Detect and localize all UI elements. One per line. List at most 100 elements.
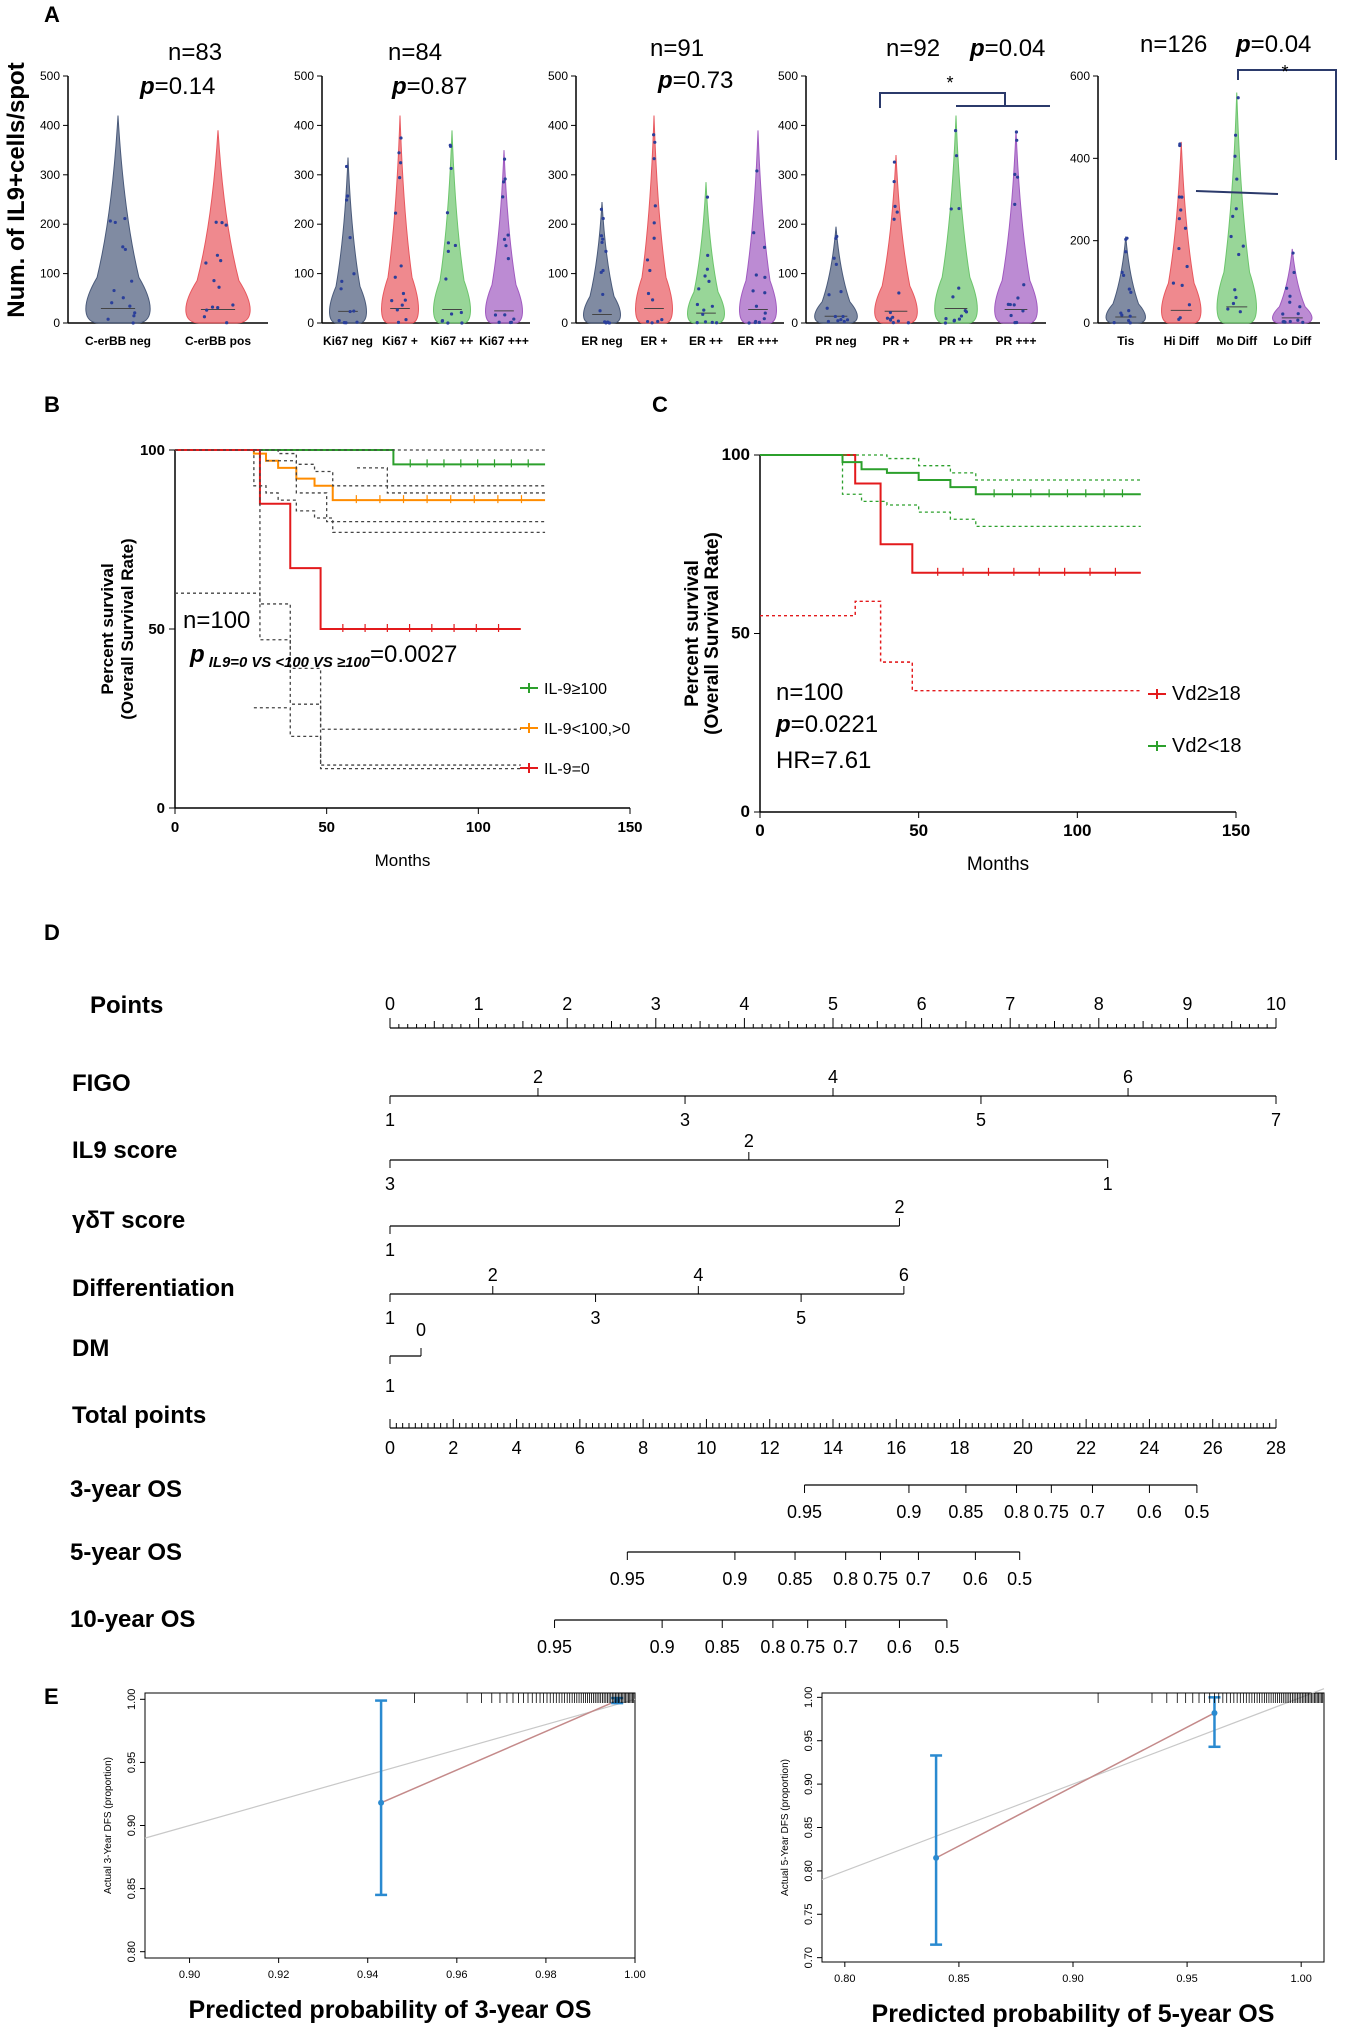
y-axis-title: Actual 3-Year DFS (proportion) <box>103 1757 114 1894</box>
data-dot <box>400 303 404 307</box>
ideal-line <box>144 1698 636 1839</box>
y-tick-label: 500 <box>778 69 798 83</box>
os-tick-label: 0.7 <box>906 1569 931 1589</box>
data-dot <box>1129 290 1133 294</box>
violin-Hi Diff <box>1161 141 1202 324</box>
p-value: p=0.73 <box>657 67 733 94</box>
y-tick-label: 200 <box>548 217 568 231</box>
x-tick-label: 150 <box>1222 821 1250 840</box>
data-dot <box>355 320 359 324</box>
data-dot <box>650 298 655 302</box>
data-dot <box>599 270 603 274</box>
data-dot <box>839 318 843 322</box>
covariate-tick-label: 5 <box>796 1308 806 1328</box>
y-tick-label: 0 <box>307 316 314 330</box>
os-tick-label: 0.6 <box>1137 1502 1162 1522</box>
covariate-tick-label: 1 <box>385 1110 395 1130</box>
data-dot <box>695 321 699 325</box>
panel-label-e: E <box>44 1684 59 1709</box>
total-tick-label: 24 <box>1139 1438 1159 1458</box>
y-tick-label: 400 <box>1070 151 1090 165</box>
data-dot <box>512 317 516 321</box>
data-dot <box>755 169 759 173</box>
data-dot <box>1127 287 1131 291</box>
data-dot <box>896 319 900 323</box>
covariate-tick-label: 4 <box>693 1265 703 1285</box>
x-tick-label: ER + <box>640 334 667 348</box>
data-dot <box>888 310 892 315</box>
data-dot <box>395 308 399 312</box>
data-dot <box>399 136 403 140</box>
data-dot <box>393 275 397 279</box>
data-dot <box>1237 252 1241 257</box>
violin-C-erBB neg <box>85 115 151 324</box>
plot-frame <box>821 1692 1325 1963</box>
data-dot <box>1229 234 1233 239</box>
y-axis-title-1: Percent survival <box>98 563 117 694</box>
violin-PR neg <box>814 226 858 324</box>
y-tick-label: 0.95 <box>803 1730 815 1751</box>
ci-band <box>760 600 1141 692</box>
data-dot <box>1283 320 1287 324</box>
data-dot <box>1292 270 1296 275</box>
x-axis-title: Months <box>375 851 431 870</box>
ci-band <box>760 454 1141 528</box>
data-dot <box>1012 303 1016 307</box>
violin-ER + <box>635 115 673 324</box>
total-tick-label: 0 <box>385 1438 395 1458</box>
covariate-tick-label: 2 <box>488 1265 498 1285</box>
data-dot <box>225 321 229 325</box>
data-dot <box>943 321 948 325</box>
p-value: p=0.04 <box>969 35 1045 62</box>
x-tick-label: 1.00 <box>624 1969 645 1981</box>
y-tick-label: 0.95 <box>126 1752 138 1773</box>
y-tick-label: 0.90 <box>803 1773 815 1794</box>
data-dot <box>897 291 901 295</box>
y-tick-label: 1.00 <box>126 1689 138 1710</box>
covariate-tick-label: 2 <box>894 1197 904 1217</box>
data-dot <box>1285 286 1289 290</box>
data-dot <box>1177 246 1181 251</box>
x-tick-label: 0.80 <box>834 1973 855 1985</box>
x-tick-label: 0.98 <box>535 1969 556 1981</box>
x-tick-label: 1.00 <box>1290 1973 1311 1985</box>
data-dot <box>839 290 843 294</box>
data-dot <box>1298 305 1302 309</box>
x-tick-label: 0 <box>755 821 764 840</box>
data-dot <box>502 180 506 184</box>
violin-C-erBB pos <box>185 130 251 324</box>
data-dot <box>833 314 837 319</box>
data-dot <box>1015 175 1020 179</box>
data-dot <box>1281 312 1285 316</box>
violin-panel-2: 0 100 200 300 400 500 Ki67 neg Ki67 + Ki67 ++ Ki6… <box>294 39 530 348</box>
data-dot <box>1233 154 1237 158</box>
panel-b-km: 0 50 100 150 0 50 100 Months Percent survival (Ov… <box>98 442 643 870</box>
panel-label-d: D <box>44 920 60 945</box>
data-dot <box>885 316 890 320</box>
data-dot <box>827 293 831 297</box>
y-tick-label: 0.85 <box>803 1817 815 1838</box>
violin-panel-1: 0 100 200 300 400 500 C-erBB neg C-erBB pos n=83… <box>40 39 268 348</box>
n-label: n=83 <box>168 39 222 66</box>
os-tick-label: 0.9 <box>722 1569 747 1589</box>
data-dot <box>957 317 962 321</box>
data-dot <box>446 249 450 254</box>
covariate-tick-label: 3 <box>680 1110 690 1130</box>
data-dot <box>1013 320 1017 325</box>
total-tick-label: 14 <box>823 1438 843 1458</box>
data-dot <box>1125 236 1129 240</box>
y-tick-label: 0.80 <box>126 1941 138 1962</box>
os-tick-label: 0.9 <box>650 1637 675 1657</box>
data-dot <box>123 247 127 252</box>
total-tick-label: 20 <box>1013 1438 1033 1458</box>
data-dot <box>1179 208 1183 212</box>
data-dot <box>342 321 346 325</box>
data-dot <box>449 166 453 171</box>
nomogram-row-label: DM <box>72 1335 109 1362</box>
data-dot <box>841 314 845 319</box>
data-dot <box>340 279 344 283</box>
panel-c-km: 0 50 100 150 0 50 100 Months Percent survival (Ov… <box>682 445 1250 875</box>
data-dot <box>344 164 349 169</box>
x-tick-label: Ki67 + <box>382 334 418 348</box>
data-dot <box>401 291 406 296</box>
